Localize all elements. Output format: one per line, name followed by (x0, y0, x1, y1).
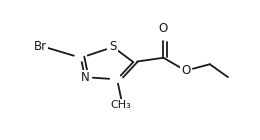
Text: CH₃: CH₃ (111, 100, 132, 110)
Text: O: O (181, 64, 190, 77)
Text: N: N (81, 71, 89, 84)
Text: S: S (109, 40, 117, 53)
Text: Br: Br (34, 40, 47, 53)
Text: O: O (159, 22, 168, 35)
